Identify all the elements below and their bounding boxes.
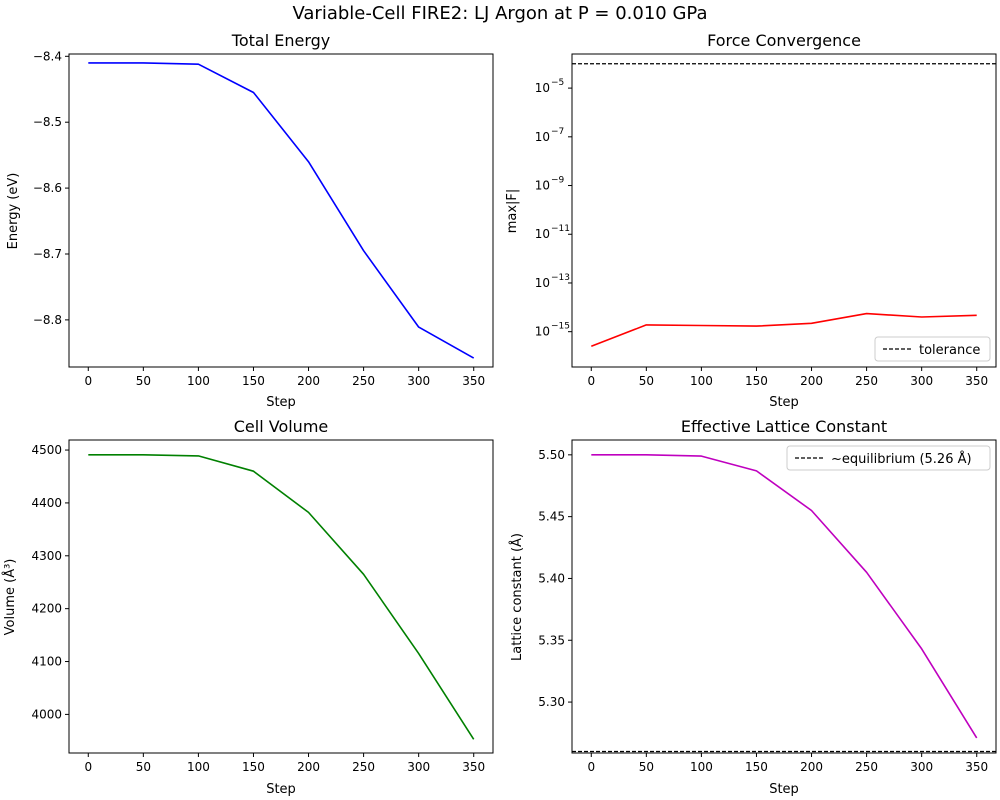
x-tick-label: 150	[242, 374, 265, 388]
y-tick-label: 10	[535, 81, 550, 95]
x-tick-label: 150	[745, 760, 768, 774]
x-tick-label: 0	[587, 374, 595, 388]
y-tick-label: 4000	[31, 707, 62, 721]
x-tick-label: 150	[745, 374, 768, 388]
figure-suptitle: Variable-Cell FIRE2: LJ Argon at P = 0.0…	[292, 3, 707, 24]
x-tick-label: 0	[587, 760, 595, 774]
y-tick-exponent: −15	[551, 322, 570, 332]
x-tick-label: 50	[639, 760, 654, 774]
y-axis-label: Lattice constant (Å)	[509, 533, 525, 661]
y-tick-label: −8.7	[33, 247, 62, 261]
y-tick-label: −8.5	[33, 115, 62, 129]
x-tick-label: 50	[136, 760, 151, 774]
x-tick-label: 100	[690, 760, 713, 774]
series-line	[591, 453, 978, 739]
y-tick-label: 4400	[31, 496, 62, 510]
x-tick-label: 300	[910, 374, 933, 388]
y-axis-label: Energy (eV)	[6, 173, 21, 250]
panel-title: Force Convergence	[707, 31, 861, 50]
y-tick-exponent: −11	[551, 224, 570, 234]
x-axis-label: Step	[266, 395, 296, 410]
series-line	[88, 62, 475, 359]
x-tick-label: 100	[690, 374, 713, 388]
y-tick-label: 5.50	[538, 448, 565, 462]
panel-force-convergence: Force Convergence Step max|F| 0 50 100 150 2…	[505, 31, 997, 410]
x-tick-label: 200	[800, 374, 823, 388]
x-tick-label: 300	[407, 760, 430, 774]
x-tick-label: 250	[855, 374, 878, 388]
x-tick-label: 100	[187, 374, 210, 388]
y-axis-label: max|F|	[505, 189, 520, 234]
x-axis-label: Step	[769, 782, 799, 797]
y-tick-label: 5.40	[538, 571, 565, 585]
y-tick-label: 10	[535, 227, 550, 241]
x-tick-label: 200	[297, 374, 320, 388]
panel-total-energy: Total Energy Step Energy (eV) 0 50 100 150 2…	[6, 31, 494, 410]
legend-box	[874, 336, 991, 362]
plot-frame	[571, 439, 997, 754]
panel-title: Effective Lattice Constant	[681, 417, 887, 436]
y-tick-exponent: −13	[551, 273, 570, 283]
x-tick-label: 250	[352, 760, 375, 774]
x-tick-label: 50	[136, 374, 151, 388]
y-tick-exponent: −9	[551, 176, 565, 186]
series-line	[88, 453, 475, 740]
x-tick-label: 0	[84, 374, 92, 388]
legend-label: tolerance	[919, 343, 980, 358]
y-tick-label: 4200	[31, 602, 62, 616]
x-tick-label: 350	[965, 760, 988, 774]
x-tick-label: 250	[352, 374, 375, 388]
y-tick-label: 4500	[31, 443, 62, 457]
legend-label: ~equilibrium (5.26 Å)	[831, 451, 972, 467]
y-tick-label: 5.30	[538, 695, 565, 709]
x-tick-label: 350	[462, 374, 485, 388]
plot-frame	[68, 53, 494, 368]
y-tick-label: 10	[535, 276, 550, 290]
y-tick-label: 5.45	[538, 510, 565, 524]
x-tick-label: 50	[639, 374, 654, 388]
plot-frame	[68, 439, 494, 754]
y-tick-label: 4100	[31, 655, 62, 669]
series-line	[591, 312, 977, 348]
y-tick-label: 10	[535, 325, 550, 339]
y-tick-label: −8.8	[33, 313, 62, 327]
y-tick-exponent: −5	[551, 78, 564, 88]
panel-title: Cell Volume	[234, 417, 329, 436]
x-axis-label: Step	[266, 782, 296, 797]
y-axis-label: Volume (Å³)	[2, 559, 18, 636]
panel-title: Total Energy	[231, 31, 330, 50]
x-tick-label: 300	[910, 760, 933, 774]
panel-cell-volume: Cell Volume Step Volume (Å³) 0 50 100 150 20…	[2, 417, 494, 797]
legend-box	[786, 445, 991, 471]
x-tick-label: 300	[407, 374, 430, 388]
x-tick-label: 200	[297, 760, 320, 774]
y-tick-label: 10	[535, 179, 550, 193]
y-tick-exponent: −7	[551, 127, 564, 137]
x-tick-label: 100	[187, 760, 210, 774]
x-tick-label: 350	[462, 760, 485, 774]
y-tick-label: −8.6	[33, 181, 62, 195]
y-tick-label: −8.4	[33, 49, 62, 63]
x-tick-label: 350	[965, 374, 988, 388]
plot-frame	[571, 53, 997, 368]
y-tick-label: 5.35	[538, 633, 565, 647]
x-tick-label: 150	[242, 760, 265, 774]
x-tick-label: 250	[855, 760, 878, 774]
x-axis-label: Step	[769, 395, 799, 410]
y-tick-label: 10	[535, 130, 550, 144]
y-tick-label: 4300	[31, 549, 62, 563]
x-tick-label: 200	[800, 760, 823, 774]
x-tick-label: 0	[84, 760, 92, 774]
panel-effective-lattice-constant: Effective Lattice Constant Step Lattice …	[509, 417, 997, 797]
